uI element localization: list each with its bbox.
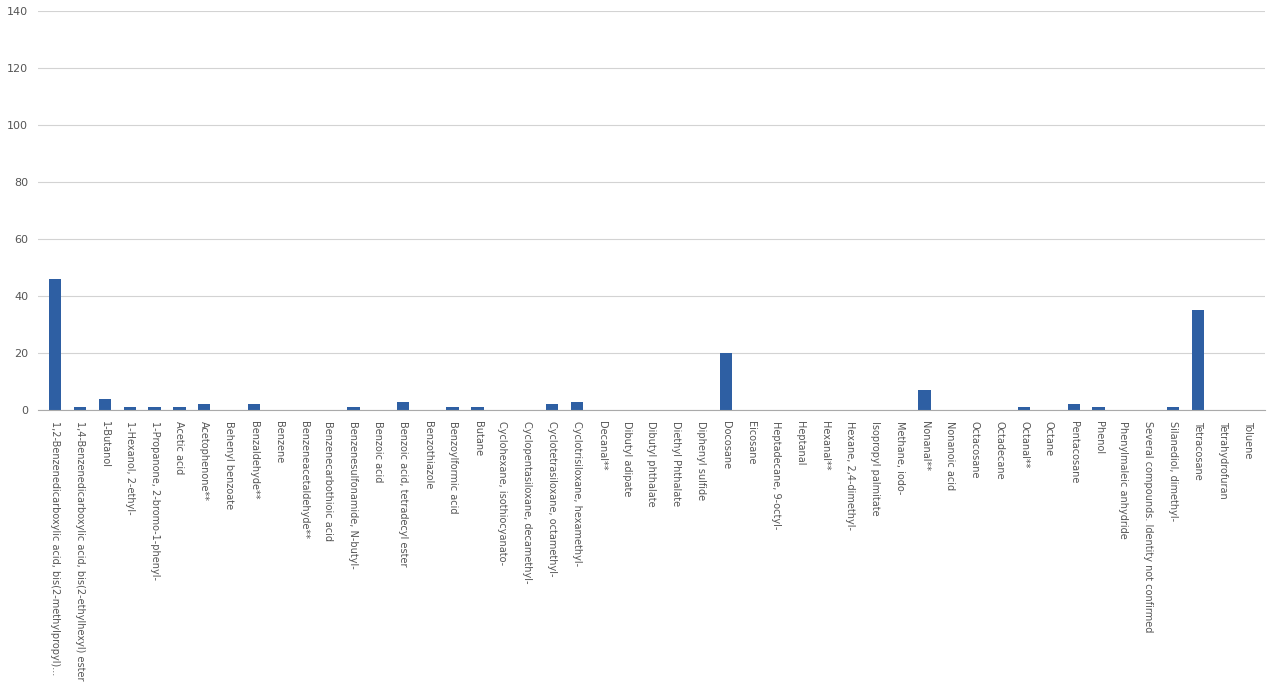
Bar (472, 407, 483, 410)
Bar (546, 405, 558, 410)
Bar (1192, 311, 1205, 410)
Bar (1093, 407, 1105, 410)
Bar (918, 390, 931, 410)
Bar (248, 405, 261, 410)
Bar (173, 407, 186, 410)
Bar (397, 402, 410, 410)
Bar (1018, 407, 1030, 410)
Bar (446, 407, 459, 410)
Bar (198, 405, 210, 410)
Bar (571, 402, 583, 410)
Bar (123, 407, 136, 410)
Bar (720, 353, 733, 410)
Bar (48, 279, 61, 410)
Bar (99, 398, 111, 410)
Bar (1067, 405, 1080, 410)
Bar (149, 407, 160, 410)
Bar (347, 407, 360, 410)
Bar (74, 407, 86, 410)
Bar (1166, 407, 1179, 410)
